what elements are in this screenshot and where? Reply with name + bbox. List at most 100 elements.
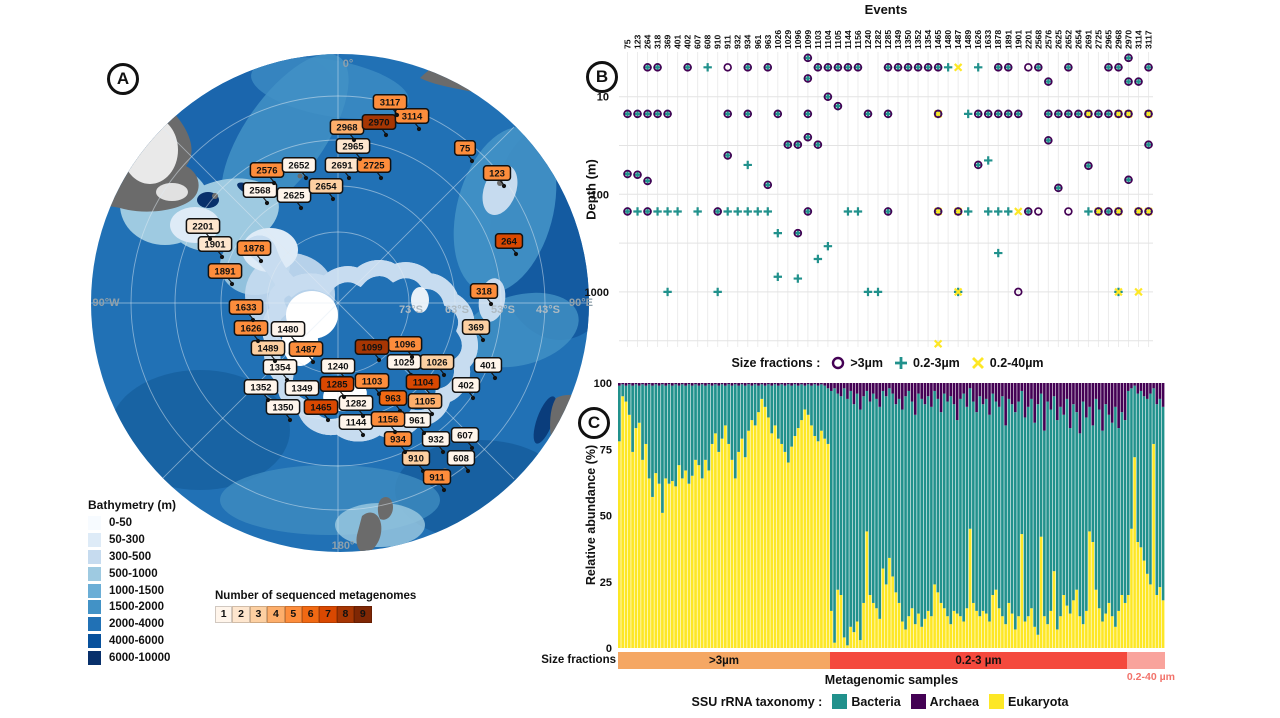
station-id: 910 [408,454,424,465]
station-1891: 1891 [207,263,243,287]
bar [810,383,813,648]
bar [910,383,914,648]
event-tick-label: 318 [653,34,663,49]
legend-item-archaea: Archaea [910,694,979,709]
bar [694,383,697,648]
station-id: 1026 [426,358,447,369]
station-3117: 3117 [372,94,408,118]
station-id: 2201 [192,222,214,233]
sample-point-1489-15m [963,109,973,119]
bar [891,383,894,648]
station-id: 1891 [214,267,236,278]
bar [1104,383,1108,648]
bar [644,383,648,648]
station-box [185,218,221,234]
station-dot [287,417,293,423]
sample-point-2965-15m [1104,109,1113,119]
station-dot [298,205,304,211]
station-id: 1103 [362,377,383,388]
panel-b-gridlines [619,52,1153,347]
station-1465: 1465 [303,399,339,423]
station-dot [330,196,336,202]
sample-point-911-150m [723,207,732,216]
bar [984,383,988,648]
station-dot [440,449,446,455]
bar [1010,383,1014,648]
sample-point-1029-31m [783,140,793,149]
station-id: 1352 [250,383,271,394]
station-box [407,393,443,409]
station-dot [402,449,408,455]
station-id: 2568 [249,186,270,197]
sample-point-264-5m [643,63,652,72]
sample-point-1633-150m [984,207,993,216]
station-box [401,450,431,466]
sample-point-1901-15m [1014,109,1023,119]
sample-point-963-80m [763,180,773,190]
station-1103: 1103 [354,373,390,397]
sample-point-1489-150m [963,207,973,216]
station-box [276,187,312,203]
bar [888,383,891,648]
sample-point-910-150m [713,207,722,216]
bar [1117,383,1120,648]
x-marker-icon [971,357,984,369]
bar [875,383,878,648]
station-1156: 1156 [370,411,406,435]
sample-point-2691-150m [1084,207,1093,216]
station-id: 369 [468,323,484,334]
bar [871,383,875,648]
bar [855,383,859,648]
event-tick-label: 2568 [1033,30,1043,49]
bar [1030,383,1033,648]
sample-point-1633-45m [984,156,993,165]
bar [839,383,843,648]
bar [939,383,943,648]
bar [796,383,800,648]
sample-point-264-150m [643,207,652,216]
bar [1075,383,1078,648]
sample-point-1285-150m [883,207,893,216]
sample-point-2968-1000m [1114,287,1123,297]
sample-point-2970-15m [1124,109,1133,119]
event-tick-label: 1349 [893,30,903,49]
bar [806,383,810,648]
bar [621,383,625,648]
station-id: 402 [458,381,474,392]
depth-tick-label: 10 [597,92,609,104]
sample-point-1099-15m [803,109,813,119]
meridian-label: 0° [343,58,354,70]
bar [923,383,927,648]
sample-point-1465-3400m [933,339,943,348]
station-dot [357,156,363,162]
sample-point-123-15m [633,109,642,119]
bar [680,383,684,648]
bar [730,383,734,648]
station-box [197,236,233,252]
bar [1146,383,1149,648]
event-tick-label: 1489 [963,30,973,49]
depth-tick-label: 1000 [585,287,609,299]
bathymetry-range-label: 500-1000 [109,567,158,580]
bar [1052,383,1056,648]
bar [790,383,793,648]
sample-point-2965-150m [1104,207,1113,216]
station-id: 2725 [363,161,385,172]
sample-point-1626-5m [974,63,983,72]
sample-point-1156-5m [853,63,863,72]
bar [946,383,949,648]
sample-point-369-1000m [663,287,672,297]
sample-point-963-150m [763,207,772,216]
station-1104: 1104 [405,374,441,398]
bar [1142,383,1146,648]
sample-point-1103-460m [813,254,823,264]
bathymetry-range-label: 0-50 [109,517,133,530]
station-608: 608 [446,450,476,474]
sample-point-2968-15m [1114,109,1123,119]
sample-point-1465-150m [933,207,943,216]
sample-point-607-150m [693,207,702,216]
metagenome-count-5: 5 [284,606,302,624]
event-tick-label: 1156 [853,30,863,49]
station-1096: 1096 [387,336,423,360]
